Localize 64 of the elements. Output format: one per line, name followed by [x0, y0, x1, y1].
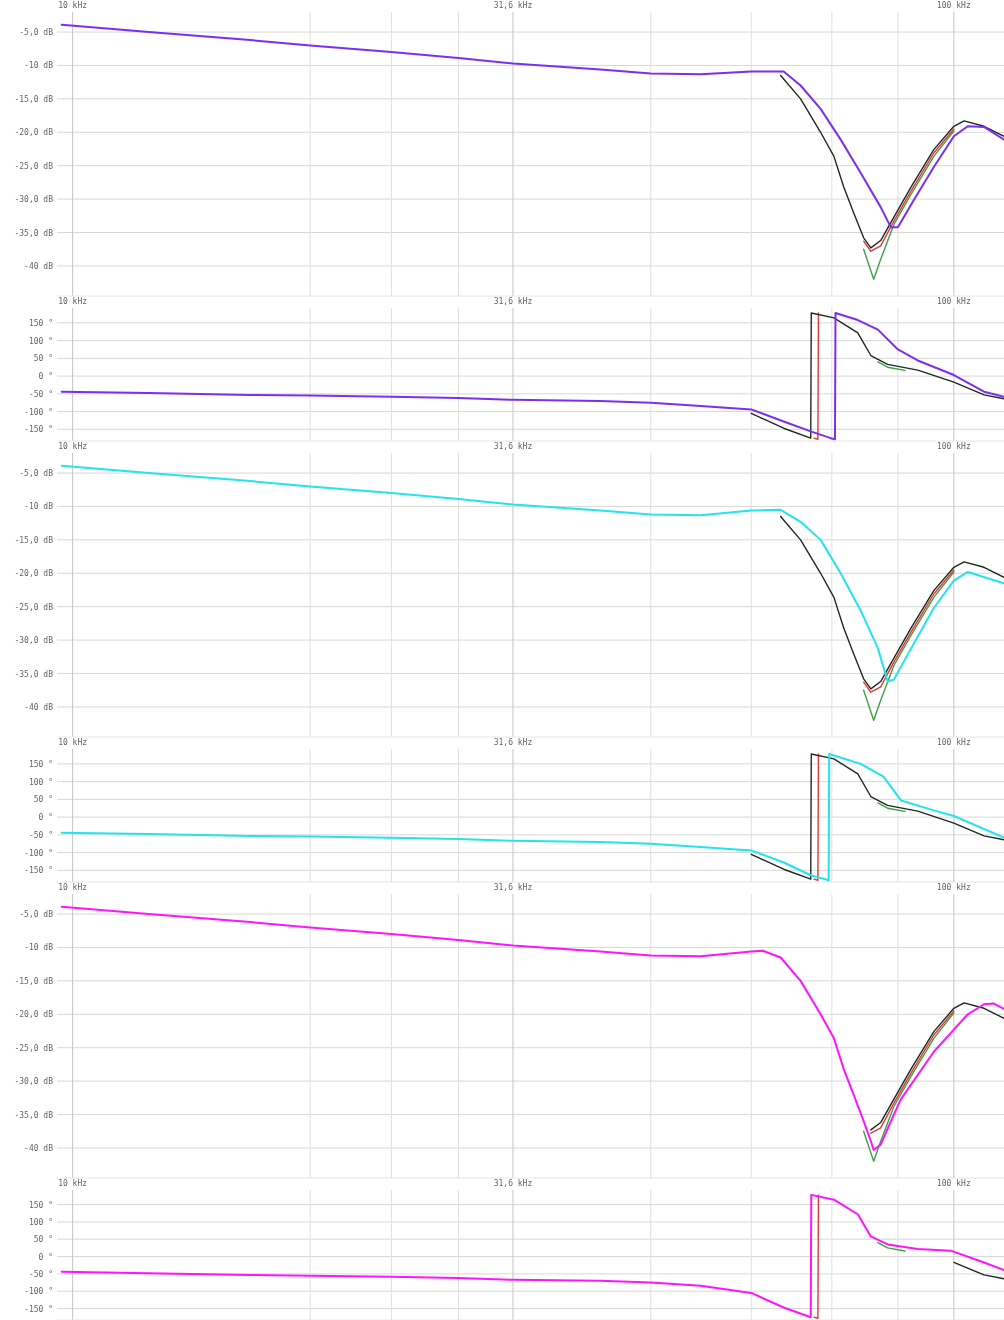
y-tick-label: 150 ° — [28, 318, 53, 328]
x-tick-label: 10 kHz — [58, 442, 88, 451]
x-tick-label: 100 kHz — [936, 1, 971, 10]
y-tick-label: -20,0 dB — [14, 569, 54, 579]
y-tick-label: -10 dB — [24, 502, 54, 512]
y-tick-label: -150 ° — [24, 866, 53, 876]
y-tick-label: -35,0 dB — [14, 1110, 54, 1120]
y-tick-label: -40 dB — [24, 1143, 54, 1153]
x-tick-label: 100 kHz — [936, 442, 971, 451]
x-tick-label: 31,6 kHz — [493, 1, 533, 10]
x-tick-label: 100 kHz — [936, 738, 971, 747]
y-tick-label: -10 dB — [24, 943, 54, 953]
line-series — [870, 1010, 955, 1134]
y-tick-label: -15,0 dB — [14, 976, 54, 986]
y-tick-label: -150 ° — [24, 425, 53, 435]
y-tick-label: -20,0 dB — [14, 1010, 54, 1020]
y-tick-label: -15,0 dB — [14, 535, 54, 545]
y-tick-label: 50 ° — [33, 795, 53, 805]
y-tick-label: -30,0 dB — [14, 195, 54, 205]
y-tick-label: 100 ° — [28, 777, 53, 787]
x-tick-label: 10 kHz — [58, 1179, 88, 1188]
x-tick-label: 31,6 kHz — [493, 442, 533, 451]
y-tick-label: 100 ° — [28, 336, 53, 346]
y-tick-label: -5,0 dB — [19, 469, 54, 479]
y-tick-label: -5,0 dB — [19, 28, 54, 38]
y-tick-label: 150 ° — [28, 1200, 53, 1210]
y-tick-label: -15,0 dB — [14, 94, 54, 104]
x-tick-label: 31,6 kHz — [493, 738, 533, 747]
y-tick-label: -40 dB — [24, 261, 54, 271]
y-tick-label: 150 ° — [28, 759, 53, 769]
y-tick-label: 0 ° — [38, 813, 53, 823]
x-tick-label: 100 kHz — [936, 883, 971, 892]
y-tick-label: -100 ° — [24, 407, 53, 417]
y-tick-label: 0 ° — [38, 372, 53, 382]
x-tick-label: 100 kHz — [936, 1179, 971, 1188]
y-tick-label: -30,0 dB — [14, 1077, 54, 1087]
y-tick-label: 50 ° — [33, 354, 53, 364]
x-tick-label: 10 kHz — [58, 1, 88, 10]
y-tick-label: -50 ° — [28, 1269, 53, 1279]
y-tick-label: -20,0 dB — [14, 128, 54, 138]
x-tick-label: 10 kHz — [58, 738, 88, 747]
x-tick-label: 10 kHz — [58, 297, 88, 306]
x-tick-label: 31,6 kHz — [493, 1179, 533, 1188]
y-tick-label: -50 ° — [28, 830, 53, 840]
y-tick-label: -50 ° — [28, 389, 53, 399]
x-tick-label: 31,6 kHz — [493, 297, 533, 306]
y-tick-label: -40 dB — [24, 702, 54, 712]
y-tick-label: -5,0 dB — [19, 910, 54, 920]
y-tick-label: -25,0 dB — [14, 602, 54, 612]
y-tick-label: -25,0 dB — [14, 1043, 54, 1053]
y-tick-label: -30,0 dB — [14, 636, 54, 646]
y-tick-label: 100 ° — [28, 1217, 53, 1227]
y-tick-label: -35,0 dB — [14, 228, 54, 238]
y-tick-label: -150 ° — [24, 1304, 53, 1314]
x-tick-label: 31,6 kHz — [493, 883, 533, 892]
y-tick-label: -100 ° — [24, 848, 53, 858]
y-tick-label: -10 dB — [24, 61, 54, 71]
y-tick-label: -100 ° — [24, 1287, 53, 1297]
x-tick-label: 10 kHz — [58, 883, 88, 892]
y-tick-label: 50 ° — [33, 1235, 53, 1245]
y-tick-label: 0 ° — [38, 1252, 53, 1262]
y-tick-label: -35,0 dB — [14, 669, 54, 679]
y-tick-label: -25,0 dB — [14, 161, 54, 171]
x-tick-label: 100 kHz — [936, 297, 971, 306]
